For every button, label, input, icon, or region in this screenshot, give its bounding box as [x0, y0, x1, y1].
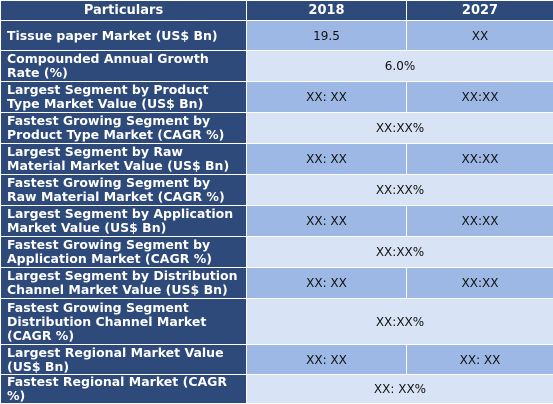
- table-row: Largest Segment by Distribution Channel …: [1, 268, 553, 299]
- value-2027: XX: [407, 21, 553, 51]
- value-2018: XX: XX: [247, 268, 407, 299]
- table-row: Fastest Growing Segment by Application M…: [1, 237, 553, 268]
- value-2018: XX: XX: [247, 345, 407, 375]
- value-2027: XX:XX: [407, 144, 553, 175]
- row-label: Fastest Growing Segment by Application M…: [1, 237, 247, 268]
- table-row: Fastest Growing Segment by Raw Material …: [1, 175, 553, 206]
- merged-value: 6.0%: [247, 51, 553, 82]
- row-label: Fastest Growing Segment Distribution Cha…: [1, 299, 247, 345]
- row-label: Tissue paper Market (US$ Bn): [1, 21, 247, 51]
- merged-value: XX:XX%: [247, 237, 553, 268]
- merged-value: XX:XX%: [247, 113, 553, 144]
- table-row: Largest Segment by Application Market Va…: [1, 206, 553, 237]
- merged-value: XX:XX%: [247, 175, 553, 206]
- table-row: Fastest Regional Market (CAGR %) XX: XX%: [1, 375, 553, 404]
- merged-value: XX: XX%: [247, 375, 553, 404]
- row-label: Compounded Annual Growth Rate (%): [1, 51, 247, 82]
- row-label: Fastest Regional Market (CAGR %): [1, 375, 247, 404]
- value-2027: XX: XX: [407, 345, 553, 375]
- value-2027: XX:XX: [407, 82, 553, 113]
- header-2027: 2027: [407, 1, 553, 21]
- table-row: Largest Segment by Raw Material Market V…: [1, 144, 553, 175]
- value-2018: XX: XX: [247, 206, 407, 237]
- value-2018: 19.5: [247, 21, 407, 51]
- row-label: Largest Segment by Application Market Va…: [1, 206, 247, 237]
- value-2027: XX:XX: [407, 206, 553, 237]
- header-2018: 2018: [247, 1, 407, 21]
- table-row: Largest Regional Market Value (US$ Bn) X…: [1, 345, 553, 375]
- row-label: Largest Regional Market Value (US$ Bn): [1, 345, 247, 375]
- row-label: Fastest Growing Segment by Product Type …: [1, 113, 247, 144]
- merged-value: XX:XX%: [247, 299, 553, 345]
- value-2018: XX: XX: [247, 82, 407, 113]
- value-2027: XX:XX: [407, 268, 553, 299]
- row-label: Largest Segment by Raw Material Market V…: [1, 144, 247, 175]
- header-row: Particulars 2018 2027: [1, 1, 553, 21]
- table-row: Fastest Growing Segment Distribution Cha…: [1, 299, 553, 345]
- row-label: Largest Segment by Distribution Channel …: [1, 268, 247, 299]
- row-label: Fastest Growing Segment by Raw Material …: [1, 175, 247, 206]
- table-row: Tissue paper Market (US$ Bn) 19.5 XX: [1, 21, 553, 51]
- value-2018: XX: XX: [247, 144, 407, 175]
- table-row: Largest Segment by Product Type Market V…: [1, 82, 553, 113]
- table-row: Compounded Annual Growth Rate (%) 6.0%: [1, 51, 553, 82]
- row-label: Largest Segment by Product Type Market V…: [1, 82, 247, 113]
- header-particulars: Particulars: [1, 1, 247, 21]
- table-row: Fastest Growing Segment by Product Type …: [1, 113, 553, 144]
